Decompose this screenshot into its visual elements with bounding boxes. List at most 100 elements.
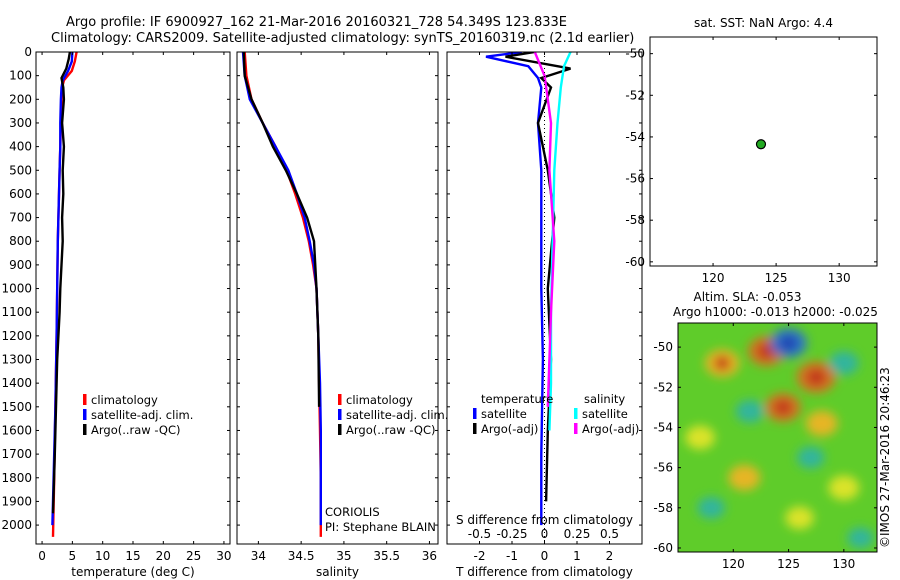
temperature-xtick-label: 25	[186, 549, 201, 563]
sla-blob	[805, 410, 838, 437]
temperature-xtick-label: 15	[125, 549, 140, 563]
difference-s-tick-label: -0.25	[496, 527, 527, 541]
temperature-xlabel: temperature (deg C)	[71, 565, 194, 579]
difference-panel: -2 -1 0 1 2 T difference from climatology -0.5…	[447, 51, 642, 579]
sla-blob-core	[780, 335, 797, 351]
location-xtick-label: 120	[702, 271, 725, 285]
sla-blob-core	[714, 356, 730, 371]
sla-blob	[797, 446, 825, 469]
location-ytick-label: -52	[625, 88, 645, 102]
salinity-series-2	[242, 52, 321, 407]
temperature-ytick-label: 2000	[1, 518, 32, 532]
temperature-ytick-label: 0	[24, 45, 32, 59]
temperature-legend-label: Argo(..raw -QC)	[91, 423, 181, 437]
difference-series-2	[548, 52, 572, 431]
difference-xtick-label: -2	[474, 549, 486, 563]
difference-frame	[446, 51, 643, 545]
temperature-legend-label: satellite-adj. clim.	[91, 408, 193, 422]
sla-blob	[735, 400, 765, 423]
copyright-watermark: ©IMOS 27-Mar-2016 20:46:23	[878, 367, 892, 548]
temperature-xtick-label: 10	[95, 549, 110, 563]
temperature-ytick-label: 800	[9, 234, 32, 248]
difference-s-tick-label: 0	[541, 527, 549, 541]
temperature-xtick-label: 0	[38, 549, 46, 563]
sla-blob	[829, 351, 859, 376]
salinity-xtick-label: 36	[422, 549, 437, 563]
salinity-legend-swatch	[338, 409, 342, 420]
salinity-xtick-label: 35	[336, 549, 351, 563]
difference-xtick-label: 1	[573, 549, 581, 563]
temperature-ytick-label: 400	[9, 140, 32, 154]
temperature-frame	[35, 51, 231, 545]
sla-blob	[728, 464, 761, 491]
difference-s-tick-label: 0.5	[600, 527, 619, 541]
location-title: sat. SST: NaN Argo: 4.4	[694, 16, 833, 30]
temperature-ytick-label: 1000	[1, 282, 32, 296]
sla-title-1: Altim. SLA: -0.053	[693, 290, 801, 304]
difference-s-tick-label: -0.5	[468, 527, 491, 541]
temperature-series-2	[51, 52, 72, 514]
salinity-legend-label: Argo(..raw -QC)	[346, 423, 436, 437]
title-line-1: Argo profile: IF 6900927_162 21-Mar-2016…	[66, 15, 567, 30]
difference-s-label: S difference from climatology	[456, 513, 633, 527]
sla-blob-core	[775, 400, 792, 415]
temperature-ytick-label: 200	[9, 92, 32, 106]
difference-legend-t-label: satellite	[481, 407, 527, 421]
title-line-2: Climatology: CARS2009. Satellite-adjuste…	[51, 31, 634, 46]
sla-blob	[697, 496, 725, 519]
argo-location-marker	[755, 139, 767, 150]
salinity-xtick-label: 34.5	[288, 549, 315, 563]
sla-ytick-label: -52	[653, 380, 673, 394]
difference-xtick-label: 0	[541, 549, 549, 563]
temperature-legend-swatch	[83, 394, 87, 405]
difference-xtick-label: -1	[506, 549, 518, 563]
temperature-ytick-label: 1500	[1, 400, 32, 414]
sla-panel: -50 -52 -54 -56 -58 -60 120 125 130 Altim. SLA: -…	[653, 290, 878, 571]
sla-blob	[828, 475, 860, 501]
temperature-ytick-label: 1300	[1, 353, 32, 367]
temperature-ytick-label: 300	[9, 116, 32, 130]
sla-title-2: Argo h1000: -0.013 h2000: -0.025	[673, 305, 878, 319]
sla-blob	[785, 506, 814, 530]
sla-xtick-label: 130	[832, 557, 855, 571]
salinity-legend-label: climatology	[346, 393, 413, 407]
salinity-annotation-1: CORIOLIS	[325, 505, 380, 519]
temperature-ytick-label: 1700	[1, 447, 32, 461]
salinity-legend-label: satellite-adj. clim.	[346, 408, 448, 422]
temperature-legend-label: climatology	[91, 393, 158, 407]
salinity-xtick-label: 34	[251, 549, 266, 563]
sla-ytick-label: -56	[653, 461, 673, 475]
temperature-ytick-label: 1400	[1, 376, 32, 390]
difference-legend-s-swatch	[574, 408, 578, 419]
location-xtick-label: 130	[828, 271, 851, 285]
temperature-legend-swatch	[83, 409, 87, 420]
difference-series-0	[485, 52, 545, 526]
salinity-xtick-label: 35.5	[373, 549, 400, 563]
sla-blob	[847, 527, 874, 549]
temperature-ytick-label: 900	[9, 258, 32, 272]
salinity-legend-swatch	[338, 394, 342, 405]
difference-legend-s-swatch	[574, 423, 578, 434]
location-frame	[649, 36, 878, 267]
temperature-ytick-label: 700	[9, 211, 32, 225]
salinity-frame	[236, 51, 439, 545]
temperature-ytick-label: 1100	[1, 305, 32, 319]
temperature-xtick-label: 30	[216, 549, 231, 563]
sla-blobs	[685, 328, 874, 549]
sla-blob-core	[758, 343, 775, 359]
temperature-xtick-label: 5	[69, 549, 77, 563]
temperature-ytick-label: 1600	[1, 423, 32, 437]
sla-blob-core	[807, 369, 826, 386]
difference-legend-t-swatch	[473, 423, 477, 434]
sla-xtick-label: 120	[722, 557, 745, 571]
salinity-legend-swatch	[338, 424, 342, 435]
difference-xtick-label: 2	[606, 549, 614, 563]
temperature-ytick-label: 1800	[1, 471, 32, 485]
difference-series-3	[533, 52, 556, 407]
difference-legend-t-swatch	[473, 408, 477, 419]
sla-xtick-label: 125	[777, 557, 800, 571]
sla-ytick-label: -60	[653, 541, 673, 555]
location-ytick-label: -50	[625, 47, 645, 61]
location-ytick-label: -56	[625, 172, 645, 186]
